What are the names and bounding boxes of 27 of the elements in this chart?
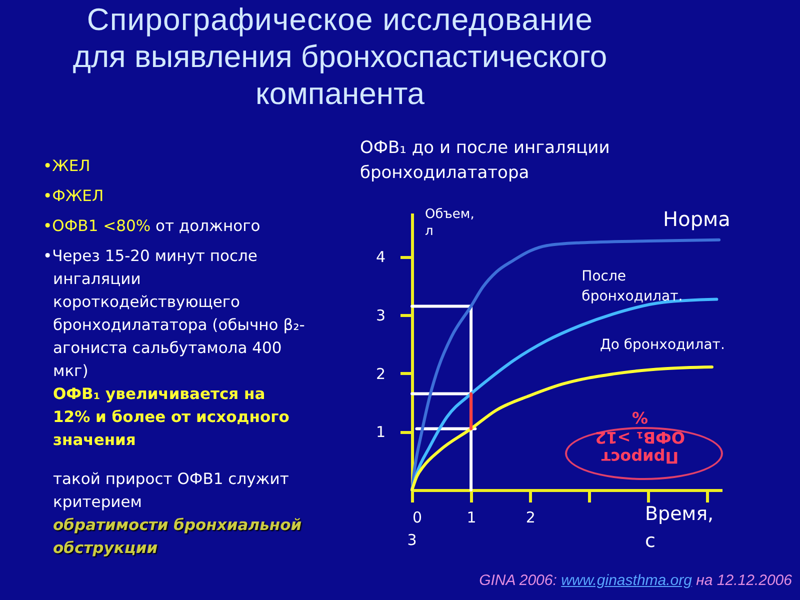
chart-title: Спирографическое исследование для выявления бронхоспастического компанента <box>72 1 608 112</box>
text: такой прирост ОФВ1 служит критерием <box>53 470 289 511</box>
x-tick-label: 0 <box>412 508 422 526</box>
series-label: Норма <box>663 206 730 231</box>
series-label: После бронходилат. <box>582 268 683 304</box>
text: •ОФВ1 <80% <box>43 217 151 235</box>
series-label: До бронходилат. <box>600 336 725 353</box>
text: •ЖЕЛ <box>43 157 90 175</box>
y-axis-title: Объем, л <box>425 207 474 239</box>
x-tick-label: 2 <box>526 508 536 526</box>
y-tick-label: 4 <box>376 248 386 266</box>
y-tick-label: 3 <box>376 306 386 325</box>
y-tick-label: 2 <box>376 364 386 383</box>
text: GINA 2006: <box>479 572 557 589</box>
text: обратимости бронхиальной обструкции <box>53 516 302 557</box>
text: www.ginasthma.org <box>561 572 692 589</box>
text: ОФВ₁ увеличивается на 12% и более от исходного значения <box>53 385 290 449</box>
y-tick-label: 1 <box>376 423 386 442</box>
x-tick-label: 1 <box>466 508 476 526</box>
annotation: Прирост ОФВ₁ >12 % <box>595 407 685 467</box>
text: •ФЖЕЛ <box>43 187 104 205</box>
text: на 12.12.2006 <box>696 572 792 589</box>
text: 3 <box>407 531 417 549</box>
x-axis-title: Время, с <box>645 503 714 552</box>
text: от должного <box>155 217 260 235</box>
text: •Через 15-20 минут после ингаляции короткодействующего бронходилататора (обычно β₂-агониста сальбутамола 400 мкг) <box>43 247 305 380</box>
chart-subtitle: ОФВ₁ до и после ингаляции бронходилататора <box>360 137 611 185</box>
